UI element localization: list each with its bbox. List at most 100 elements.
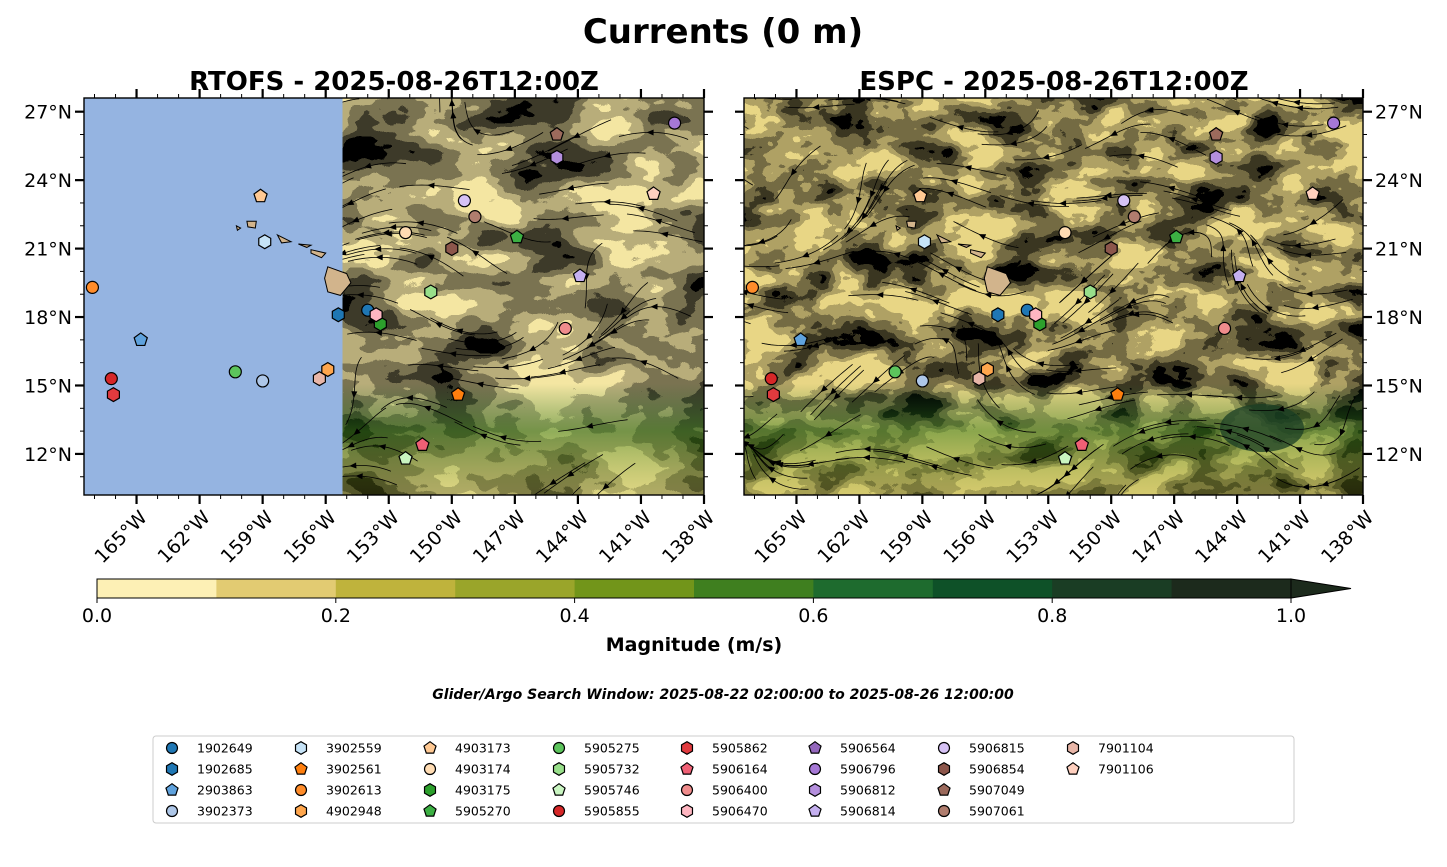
lon-tick-label: 153°W	[343, 506, 404, 567]
legend-marker-3902613	[294, 783, 308, 797]
streamline	[1270, 332, 1337, 358]
streamline-arrow	[1059, 200, 1067, 207]
streamline-arrow	[389, 224, 397, 231]
lat-tick-label: 24°N	[24, 170, 72, 192]
streamline-arrow	[50, 223, 58, 230]
streamline	[448, 331, 517, 344]
streamline-arrow	[426, 254, 435, 261]
streamline-arrow	[1309, 218, 1318, 226]
streamline-arrow	[1077, 326, 1086, 333]
streamline-arrow	[549, 510, 558, 519]
float-marker-5906470	[1029, 307, 1043, 323]
colorbar-segment	[216, 579, 337, 598]
streamline-arrow	[349, 462, 357, 469]
streamline-arrow	[1188, 433, 1196, 440]
legend-label: 5906815	[969, 741, 1025, 756]
streamline-arrow	[1074, 297, 1083, 305]
streamline	[940, 312, 1003, 345]
streamline	[1257, 98, 1313, 109]
streamline-arrow	[710, 305, 719, 313]
streamline-arrow	[450, 111, 457, 119]
streamline-arrow	[856, 98, 864, 101]
streamline-arrow	[586, 332, 594, 340]
streamline	[744, 302, 789, 314]
float-marker-3902613	[745, 280, 759, 294]
streamline	[357, 233, 427, 241]
float-marker-3902373	[915, 374, 929, 388]
streamline	[1210, 216, 1254, 267]
island	[298, 243, 313, 248]
streamline-arrow	[1128, 297, 1137, 304]
float-marker-4903174	[398, 226, 413, 240]
streamline-arrow	[660, 231, 669, 238]
island	[276, 233, 293, 244]
streamline	[1105, 313, 1174, 325]
streamline	[1214, 422, 1282, 443]
streamline-arrow	[1104, 192, 1112, 198]
legend-marker-4903174	[423, 762, 437, 776]
float-marker-4903173	[912, 188, 928, 203]
float-marker-5906796	[1327, 116, 1341, 130]
streamline	[851, 355, 906, 403]
streamline-arrow	[501, 363, 509, 370]
streamline-arrow	[574, 355, 583, 361]
float-marker-5905746	[1057, 450, 1073, 465]
streamline	[958, 283, 1027, 297]
float-marker-4903173	[253, 188, 268, 203]
streamline-arrow	[930, 464, 938, 471]
streamline-arrow	[1232, 110, 1241, 116]
lat-tick-label: 21°N	[24, 239, 72, 261]
streamline	[1130, 454, 1198, 470]
streamline	[1216, 434, 1278, 470]
streamline-arrow	[1311, 304, 1319, 311]
streamline	[905, 291, 972, 315]
streamline-arrow	[861, 212, 868, 220]
colorbar-segment	[813, 579, 934, 598]
float-marker-5907061	[1127, 210, 1141, 224]
lon-tick-label: 162°W	[813, 506, 874, 567]
streamline	[1088, 262, 1139, 313]
float-marker-5905746	[398, 450, 413, 465]
streamline	[985, 330, 1037, 379]
legend-marker-5906470	[680, 803, 694, 819]
streamline	[451, 98, 473, 146]
streamline-arrow	[1312, 421, 1321, 428]
legend-label: 5905270	[455, 804, 511, 819]
streamline-arrow	[374, 245, 382, 252]
float-marker-5905275	[228, 365, 242, 379]
streamline-arrow	[1266, 257, 1274, 265]
streamline	[477, 132, 544, 155]
streamline	[446, 236, 508, 274]
lon-tick-label: 156°W	[280, 506, 341, 567]
float-marker-5905732	[1083, 284, 1097, 300]
colorbar-tick-label: 0.8	[1037, 605, 1067, 627]
streamline-arrow	[1084, 317, 1093, 325]
float-marker-5907049	[1208, 126, 1224, 141]
streamline	[828, 98, 899, 102]
streamline	[1072, 194, 1143, 202]
streamline-arrow	[813, 259, 821, 265]
legend-box	[152, 735, 1295, 824]
streamline	[1284, 395, 1341, 430]
streamline	[995, 338, 1035, 395]
streamline	[1171, 197, 1240, 217]
streamline-arrow	[356, 292, 364, 299]
streamline	[1236, 434, 1299, 470]
streamline	[903, 457, 972, 476]
lon-tick-label: 159°W	[217, 506, 278, 567]
streamline-arrow	[483, 346, 491, 353]
streamline-arrow	[123, 496, 132, 505]
streamline-arrow	[1190, 197, 1199, 203]
streamline	[1012, 348, 1079, 367]
legend-label: 2903863	[197, 783, 253, 798]
streamline	[930, 252, 994, 283]
rtofs-markers	[85, 116, 682, 465]
island	[970, 249, 987, 259]
lon-tick-label: 141°W	[1254, 506, 1315, 567]
streamline	[865, 250, 933, 270]
streamline	[448, 377, 519, 390]
streamline-arrow	[93, 517, 101, 526]
colorbar-label: Magnitude (m/s)	[606, 634, 783, 656]
streamline-arrow	[1026, 201, 1035, 207]
streamline-arrow	[639, 360, 648, 366]
